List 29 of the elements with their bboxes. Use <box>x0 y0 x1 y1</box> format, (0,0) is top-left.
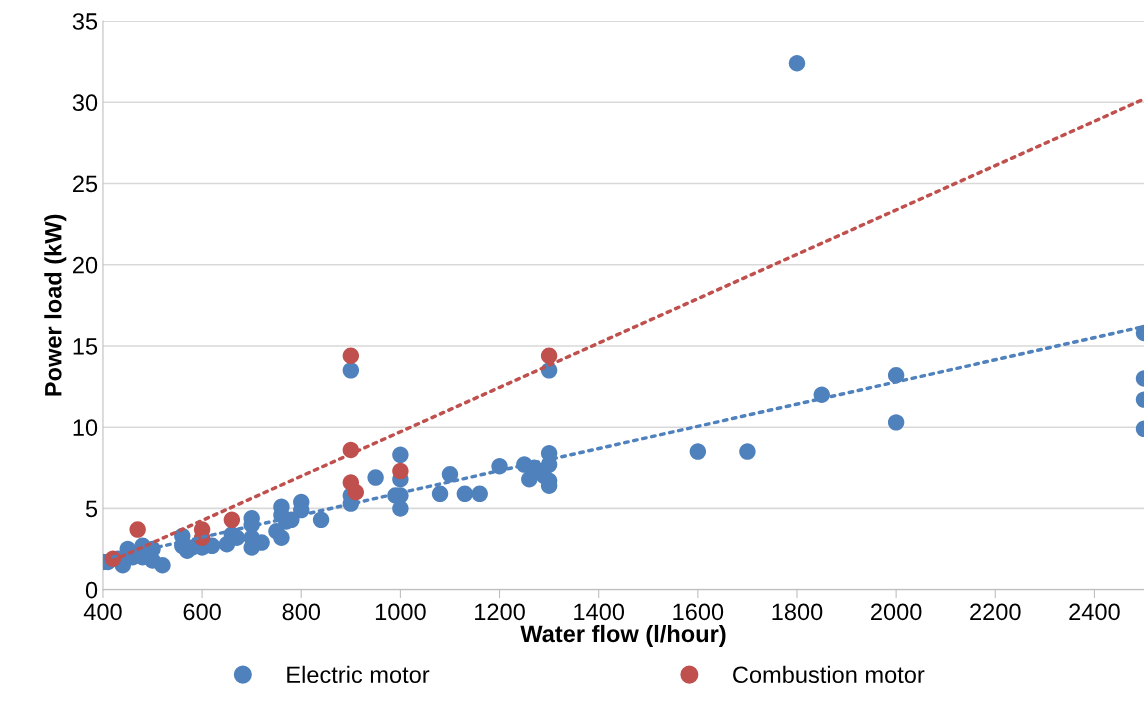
point <box>347 483 364 501</box>
legend-label: Electric motor <box>287 665 430 684</box>
point <box>342 347 360 364</box>
point <box>223 511 241 529</box>
x-tick-label: 2400 <box>1069 603 1120 621</box>
y-tick-label: 30 <box>72 94 98 112</box>
x-tick-label: 2000 <box>871 603 922 621</box>
point <box>129 521 146 538</box>
point <box>392 462 409 480</box>
x-tick-label: 1600 <box>673 603 724 621</box>
y-tick-label: 25 <box>73 175 98 193</box>
y-tick-label: 10 <box>73 419 98 436</box>
x-tick-label: 400 <box>83 603 122 621</box>
legend-label: Combustion motor <box>733 665 925 684</box>
x-tick-label: 600 <box>183 603 221 621</box>
y-tick-label: 20 <box>73 256 98 274</box>
y-tick-label: 15 <box>73 338 98 355</box>
x-tick-label: 1400 <box>574 603 625 621</box>
y-axis-title: Power load (kW) <box>44 214 67 396</box>
x-tick-label: 1000 <box>375 603 426 621</box>
x-tick-label: 1800 <box>772 603 823 621</box>
y-tick-label: 5 <box>85 500 98 518</box>
y-tick-label: 35 <box>72 13 98 30</box>
x-tick-label: 800 <box>282 603 321 621</box>
x-tick-label: 2200 <box>970 603 1021 621</box>
point <box>540 347 558 364</box>
x-tick-label: 1200 <box>475 603 525 621</box>
y-tick-label: 0 <box>85 581 98 599</box>
x-axis-title: Water flow (l/hour) <box>520 624 726 647</box>
